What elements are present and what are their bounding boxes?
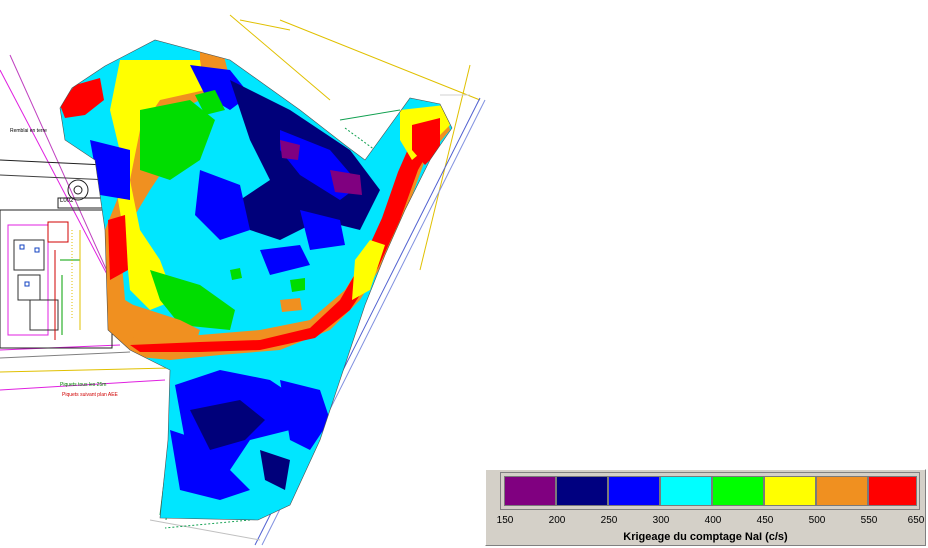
legend-tick-200: 200 [548, 515, 566, 526]
site-note-label: Remblai en terre [10, 128, 47, 134]
kriging-surface [60, 40, 452, 520]
map-note-2: Piquets suivant plan AEE [62, 392, 118, 398]
legend-tick-300: 300 [652, 515, 670, 526]
legend-tick-400: 400 [704, 515, 722, 526]
map-note-1: Piquets tous les 25m [60, 382, 107, 388]
swatch-200-250 [556, 476, 608, 506]
swatch-150-200 [504, 476, 556, 506]
color-legend: 150 200 250 300 400 450 500 550 650 Krig… [485, 469, 926, 546]
legend-color-bar [500, 472, 920, 510]
legend-tick-500: 500 [808, 515, 826, 526]
building-plan [0, 179, 113, 349]
legend-tick-650: 650 [907, 515, 925, 526]
legend-tick-250: 250 [600, 515, 618, 526]
swatch-550-650 [868, 476, 917, 506]
swatch-450-500 [764, 476, 816, 506]
survey-boundary [59, 39, 453, 521]
swatch-250-300 [608, 476, 660, 506]
swatch-300-400 [660, 476, 712, 506]
legend-title: Krigeage du comptage NaI (c/s) [623, 531, 788, 543]
legend-tick-150: 150 [496, 515, 514, 526]
building-label: L002 [60, 198, 74, 204]
legend-tick-450: 450 [756, 515, 774, 526]
swatch-400-450 [712, 476, 764, 506]
legend-tick-550: 550 [860, 515, 878, 526]
swatch-500-550 [816, 476, 868, 506]
